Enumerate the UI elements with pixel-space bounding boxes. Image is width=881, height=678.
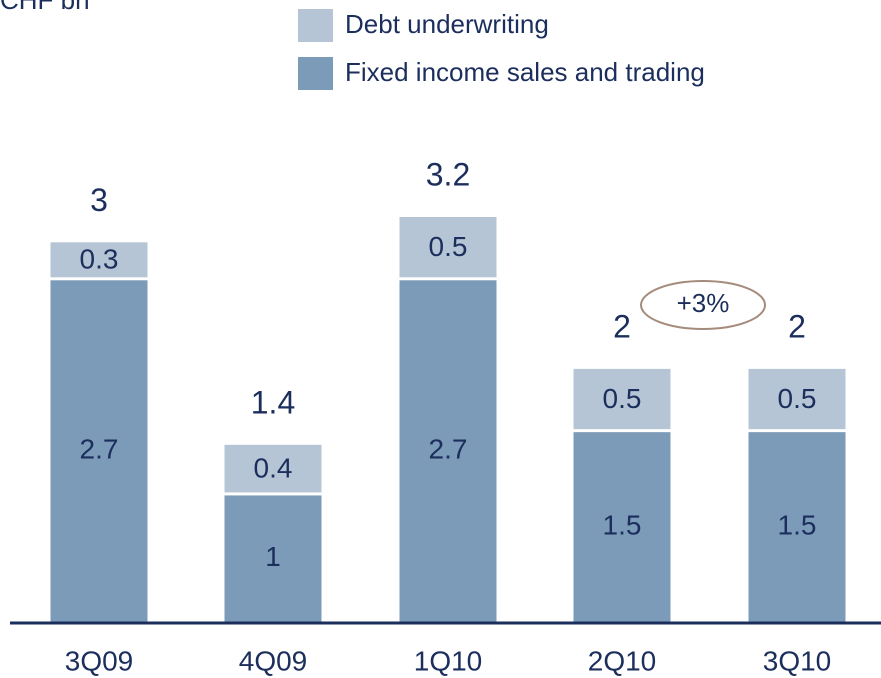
x-tick-label: 4Q09 [239, 645, 308, 676]
bar-segment [50, 280, 148, 622]
segment-label: 1 [265, 541, 281, 572]
segment-label: 0.3 [80, 244, 119, 275]
segment-label: 0.4 [254, 453, 293, 484]
segment-label: 1.5 [778, 509, 817, 540]
total-label: 3.2 [426, 156, 470, 192]
annotation: +3% [677, 288, 730, 318]
x-tick-label: 2Q10 [588, 645, 657, 676]
legend-swatch [298, 9, 333, 42]
segment-label: 0.5 [429, 231, 468, 262]
segment-label: 2.7 [80, 434, 119, 465]
legend-label: Fixed income sales and trading [345, 57, 705, 87]
total-label: 2 [613, 308, 631, 344]
unit-label: CHF bn [0, 0, 90, 15]
total-label: 3 [90, 182, 108, 218]
legend-swatch [298, 57, 333, 90]
total-label: 1.4 [251, 384, 295, 420]
bar-segment [748, 432, 846, 622]
segment-label: 2.7 [429, 434, 468, 465]
segment-label: 0.5 [778, 383, 817, 414]
segment-label: 1.5 [603, 509, 642, 540]
x-tick-label: 3Q09 [65, 645, 134, 676]
bar-segment [399, 280, 497, 622]
bar-segment [399, 217, 497, 278]
bar-segment [50, 242, 148, 278]
bar-segment [573, 432, 671, 622]
x-tick-label: 3Q10 [763, 645, 832, 676]
segment-label: 0.5 [603, 383, 642, 414]
x-tick-label: 1Q10 [414, 645, 483, 676]
bar-segment [224, 444, 322, 493]
annotation-ellipse [640, 280, 766, 330]
legend-label: Debt underwriting [345, 9, 549, 39]
total-label: 2 [788, 308, 806, 344]
bar-segment [573, 368, 671, 430]
bar-segment [748, 368, 846, 430]
bar-segment [224, 495, 322, 622]
